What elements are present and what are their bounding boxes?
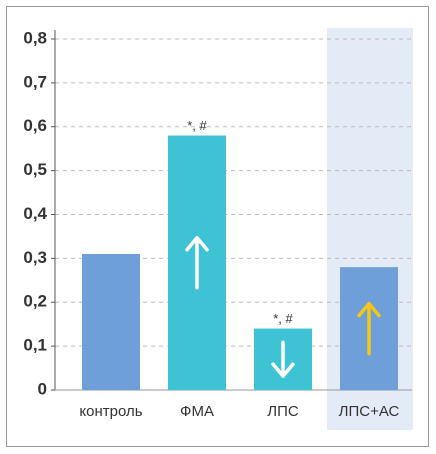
x-tick-label: ФМА	[180, 403, 214, 420]
x-tick-label: ЛПС+АС	[339, 403, 400, 420]
x-tick-label: контроль	[79, 403, 142, 420]
y-tick-label: 0,5	[23, 160, 47, 179]
x-tick-label: ЛПС	[267, 403, 299, 420]
y-tick-label: 0,3	[23, 248, 47, 267]
y-tick-label: 0,2	[23, 292, 47, 311]
y-tick-label: 0,6	[23, 116, 47, 135]
bar	[82, 253, 140, 390]
annotation: *, #	[187, 118, 207, 133]
y-tick-label: 0	[38, 379, 47, 398]
y-tick-label: 0,8	[23, 28, 47, 47]
y-tick-label: 0,4	[23, 204, 47, 223]
annotation: *, #	[273, 311, 293, 326]
y-tick-label: 0,7	[23, 72, 47, 91]
arrow	[271, 340, 295, 378]
arrow	[185, 236, 209, 290]
arrow	[357, 301, 381, 356]
y-tick-label: 0,1	[23, 336, 47, 355]
